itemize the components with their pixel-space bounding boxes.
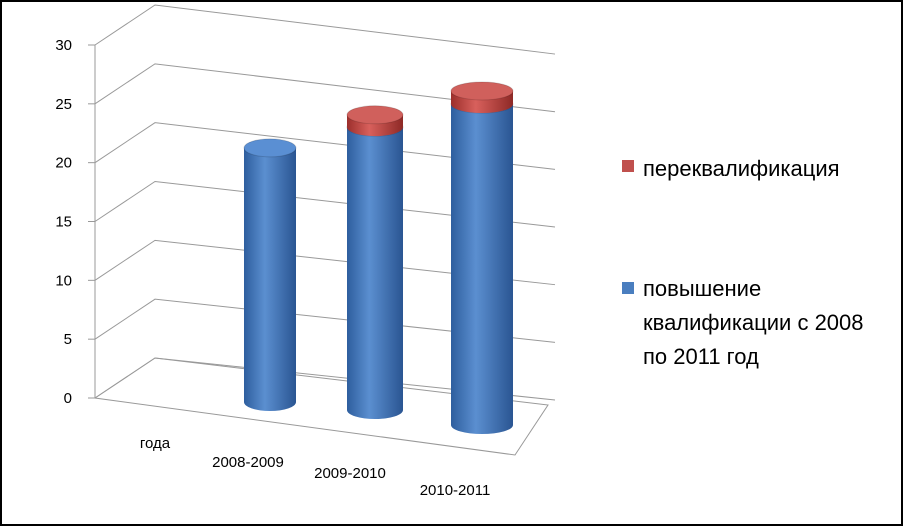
y-tick-label: 30 [55, 37, 72, 54]
x-tick-label: 2009-2010 [314, 465, 386, 482]
grid-line [94, 122, 556, 170]
grid-line [94, 4, 556, 55]
grid-line [94, 357, 556, 401]
cylinder-segment [346, 105, 404, 137]
cylinder-top [243, 138, 297, 158]
cylinder-segment [243, 138, 297, 411]
legend-label: переквалификация [643, 156, 840, 181]
y-tick-label: 15 [55, 214, 72, 231]
x-tick-label: 2008-2009 [212, 454, 284, 471]
x-tick-label: 2010-2011 [420, 482, 491, 499]
grid-line [94, 239, 556, 286]
y-tick-label: 5 [64, 331, 72, 348]
legend-label: повышение квалификации с 2008 по 2011 го… [643, 276, 864, 369]
cylinder-body [347, 127, 403, 419]
grid-line [94, 63, 556, 113]
cylinder-body [451, 104, 513, 435]
legend-swatch [622, 282, 634, 294]
grid-line [94, 298, 556, 343]
y-tick-label: 20 [55, 155, 72, 172]
cylinder-top [346, 105, 404, 125]
grid-line [94, 180, 556, 228]
cylinder-segment [346, 117, 404, 419]
cylinder-segment [450, 81, 514, 114]
cylinder-body [244, 147, 296, 411]
y-tick-label: 25 [55, 96, 72, 113]
legend-swatch [622, 160, 634, 172]
cylinder-segment [450, 94, 514, 435]
cylinder-top [450, 81, 514, 101]
y-tick-label: 10 [55, 272, 72, 289]
x-tick-label: года [140, 435, 171, 452]
y-tick-label: 0 [64, 390, 72, 407]
